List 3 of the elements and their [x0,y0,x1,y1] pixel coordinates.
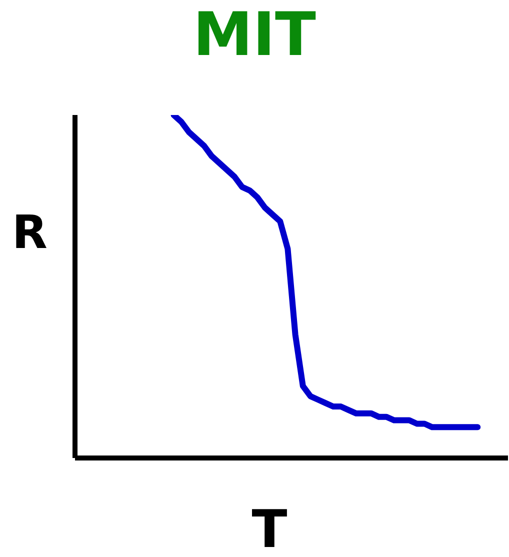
y-axis-title: R [12,205,48,259]
x-axis-title: T [250,500,288,557]
chart-title: MIT [192,0,317,70]
